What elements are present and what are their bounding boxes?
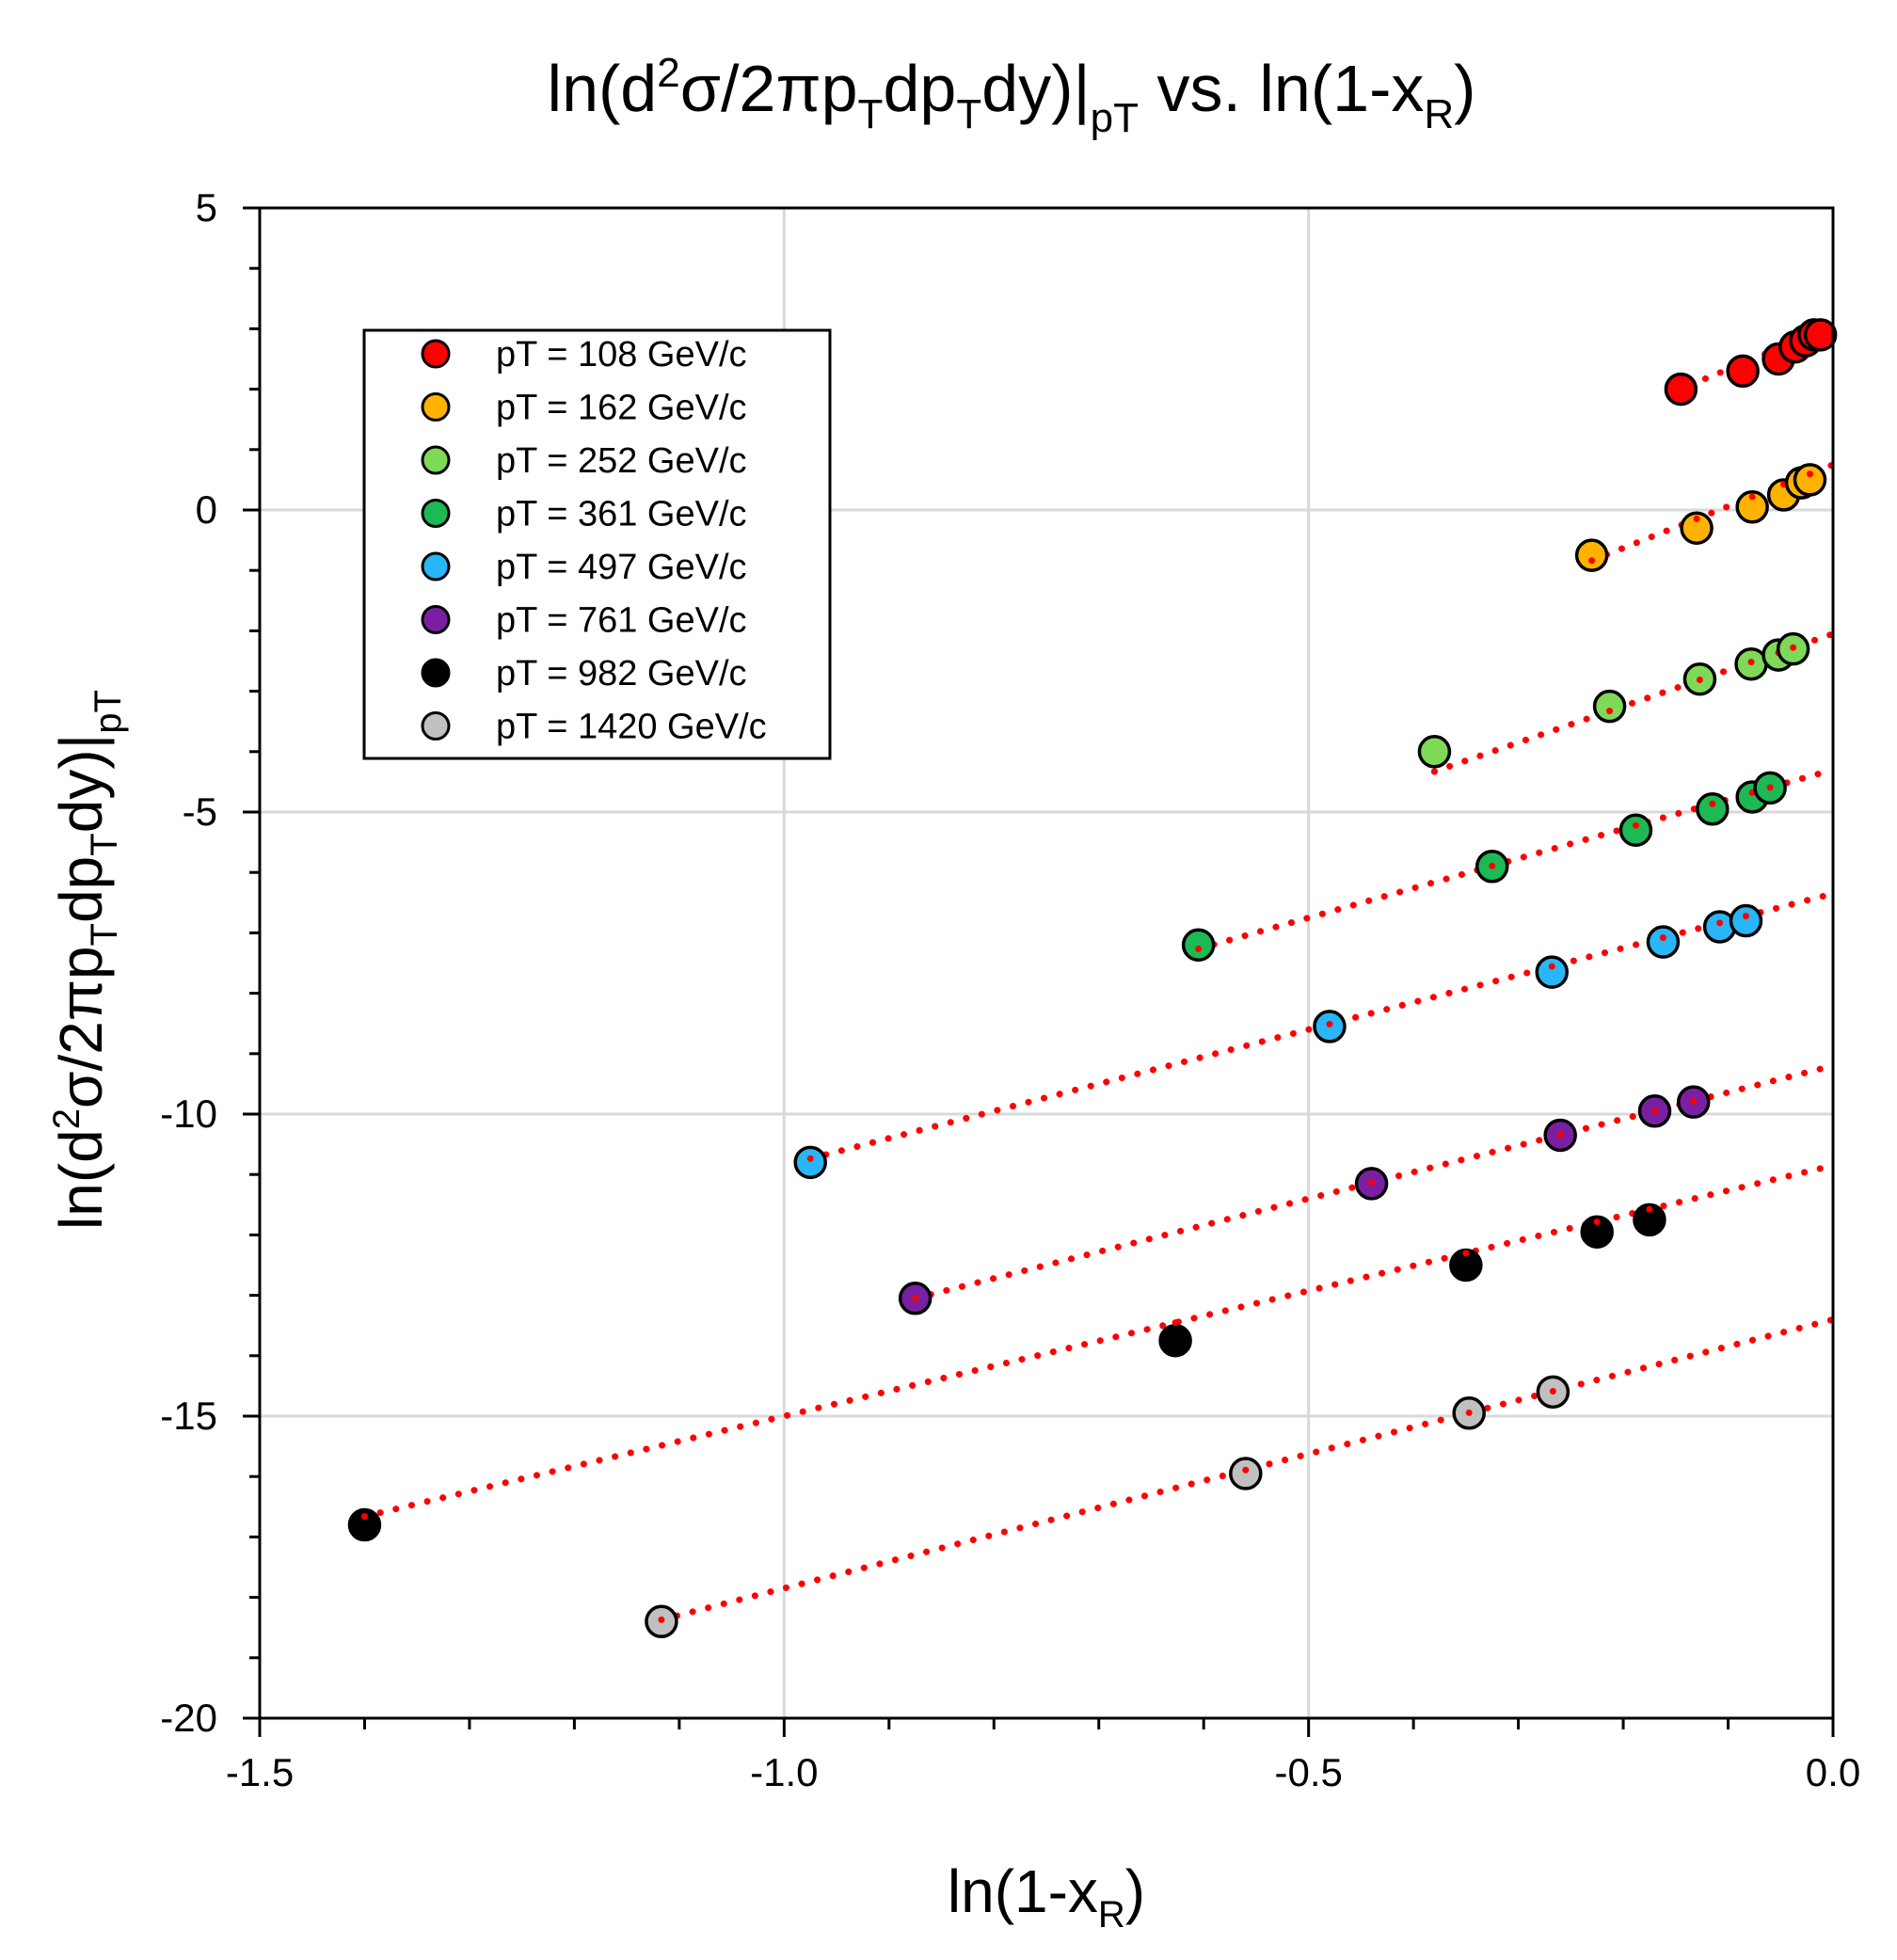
data-point [793,1145,827,1180]
legend-items: pT = 108 GeV/c pT = 162 GeV/c pT = 252 GeV… [421,335,767,747]
data-point [1726,354,1760,389]
fit-dot [1593,1219,1601,1226]
fit-dot [1748,493,1756,501]
fit-dot [1195,945,1203,952]
fit-dot [1489,862,1496,869]
x-axis-title: ln(1-xR) [948,1857,1145,1936]
fit-dot [1742,913,1749,920]
fit-dot [1651,1107,1659,1115]
fit-dot [1326,1020,1333,1028]
fit-dot [1549,1388,1556,1395]
fit-dot [1677,385,1684,392]
fit-dot [1806,470,1813,478]
legend-label: pT = 1420 GeV/c [496,708,767,747]
fit-dot [1690,1097,1698,1105]
plot-frame [258,206,1835,1720]
data-point [1646,925,1681,959]
fit-dot [1747,659,1755,666]
fit-dot [1739,359,1746,367]
x-tick-label: -1.0 [750,1750,818,1794]
data-point [1158,1324,1192,1358]
fit-dot [1817,327,1825,335]
data-point [1729,903,1763,938]
legend-marker [421,392,451,422]
chart-title: ln(d2σ/2πpTdpTdy)|pT vs. ln(1-xR) [548,50,1476,141]
y-tick-label: -5 [183,789,217,834]
data-point [1574,538,1609,572]
fit-dot [806,1155,814,1162]
data-point [1803,318,1838,352]
data-points [347,318,1838,1639]
data-point [1580,1215,1614,1249]
legend: pT = 108 GeV/c pT = 162 GeV/c pT = 252 GeV… [362,328,832,760]
legend-label: pT = 162 GeV/c [496,389,747,428]
legend-marker [421,711,451,741]
fit-dot [1659,933,1666,941]
axis-ticks: -1.5 -1.0 -0.5 0.0 5 0 -5 -10 -15 -20 [160,185,1860,1794]
data-point [347,1507,382,1542]
legend-label: pT = 108 GeV/c [496,335,747,374]
legend-label: pT = 252 GeV/c [496,441,747,481]
fit-dot [912,1295,919,1302]
legend-marker [421,445,451,475]
fit-dot [1696,677,1703,684]
fit-dot [1465,1409,1473,1416]
fit-dot [1646,1205,1653,1213]
data-point [1592,689,1627,724]
y-axis-title: ln(d2σ/2πpTdpTdy)|pT [46,690,129,1230]
fit-dot [1606,708,1614,715]
fit-dot [1632,821,1639,829]
legend-marker [421,605,451,634]
data-point [1181,928,1216,962]
legend-marker [421,658,451,688]
data-point [1229,1457,1263,1490]
legend-label: pT = 982 GeV/c [496,654,747,693]
y-tick-label: -20 [160,1696,217,1740]
legend-marker [421,339,451,369]
data-point [1417,735,1452,769]
fit-dot [1709,800,1716,807]
fit-dot [1693,515,1700,522]
data-point [1618,813,1653,848]
x-tick-label: -1.5 [226,1750,294,1794]
fit-dot [1172,1319,1179,1327]
data-point [1633,1203,1666,1237]
data-point [1696,792,1730,826]
data-point [1793,463,1827,497]
y-tick-label: 0 [196,487,217,532]
data-point [1535,955,1570,989]
fit-dot [1548,963,1555,970]
fit-dot [1462,1250,1470,1257]
data-point [1735,490,1769,524]
fit-dot [1242,1466,1250,1474]
x-tick-label: 0.0 [1806,1750,1860,1794]
y-tick-label: 5 [196,185,217,230]
data-point [1680,511,1714,546]
legend-label: pT = 761 GeV/c [496,601,747,641]
fit-dot [658,1616,665,1623]
fit-dot [1716,919,1724,927]
fit-dot [1790,644,1797,651]
fit-dot [360,1513,368,1521]
fit-dot [1430,768,1438,775]
y-tick-label: -15 [160,1394,217,1438]
fit-line [1588,461,1837,565]
legend-label: pT = 361 GeV/c [496,495,747,534]
legend-marker [421,551,451,582]
fit-dot [1766,784,1774,791]
y-tick-label: -10 [160,1092,217,1136]
fit-line [1195,766,1837,952]
fit-dot [1588,557,1596,565]
fit-dot [1556,1131,1564,1139]
x-tick-label: -0.5 [1274,1750,1342,1794]
legend-label: pT = 497 GeV/c [496,548,747,587]
fit-dot [1368,1179,1376,1187]
legend-marker [421,499,451,528]
